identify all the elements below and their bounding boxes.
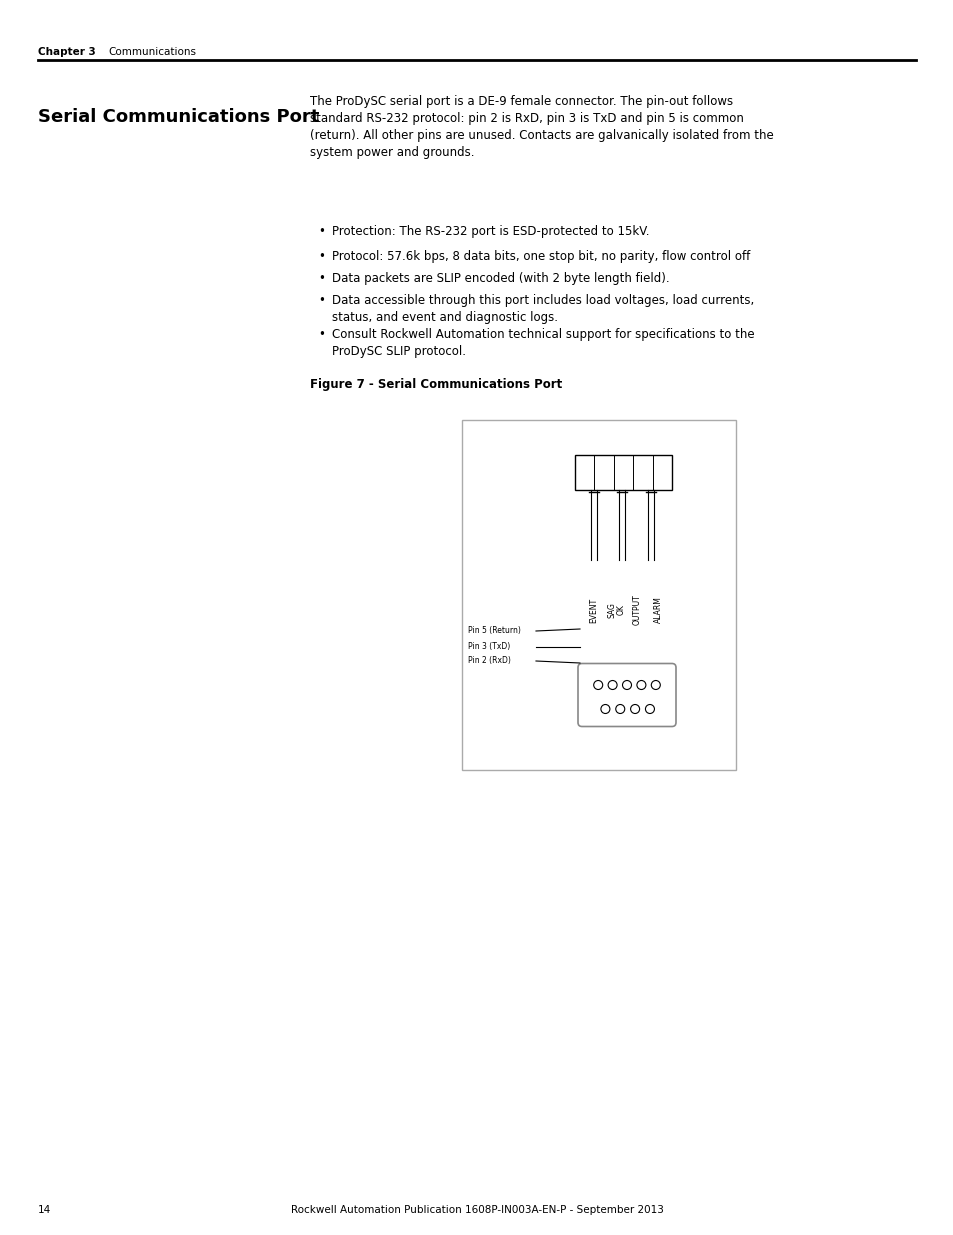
Text: SAG
OK: SAG OK: [607, 603, 625, 618]
Text: Consult Rockwell Automation technical support for specifications to the
ProDySC : Consult Rockwell Automation technical su…: [332, 329, 754, 358]
Text: Protocol: 57.6k bps, 8 data bits, one stop bit, no parity, flow control off: Protocol: 57.6k bps, 8 data bits, one st…: [332, 249, 749, 263]
Text: Data accessible through this port includes load voltages, load currents,
status,: Data accessible through this port includ…: [332, 294, 754, 324]
Text: OUTPUT: OUTPUT: [632, 594, 640, 625]
Bar: [461, 420, 735, 769]
Circle shape: [593, 680, 602, 689]
Text: Communications: Communications: [108, 47, 195, 57]
Text: Serial Communications Port: Serial Communications Port: [38, 107, 319, 126]
Text: 14: 14: [38, 1205, 51, 1215]
Bar: [575, 454, 671, 490]
Circle shape: [630, 704, 639, 714]
Text: Protection: The RS-232 port is ESD-protected to 15kV.: Protection: The RS-232 port is ESD-prote…: [332, 225, 649, 238]
Text: The ProDySC serial port is a DE-9 female connector. The pin-out follows
standard: The ProDySC serial port is a DE-9 female…: [310, 95, 773, 159]
Circle shape: [615, 704, 624, 714]
Text: •: •: [317, 249, 325, 263]
Circle shape: [651, 680, 659, 689]
Text: •: •: [317, 225, 325, 238]
Text: •: •: [317, 329, 325, 341]
Text: Figure 7 - Serial Communications Port: Figure 7 - Serial Communications Port: [310, 378, 561, 391]
Circle shape: [645, 704, 654, 714]
Text: Pin 3 (TxD): Pin 3 (TxD): [468, 642, 510, 652]
Text: •: •: [317, 272, 325, 285]
Text: •: •: [317, 294, 325, 308]
Text: EVENT: EVENT: [589, 598, 598, 622]
Text: Chapter 3: Chapter 3: [38, 47, 95, 57]
Text: Pin 2 (RxD): Pin 2 (RxD): [468, 657, 511, 666]
Text: ALARM: ALARM: [653, 597, 661, 624]
Text: Pin 5 (Return): Pin 5 (Return): [468, 626, 520, 636]
Circle shape: [622, 680, 631, 689]
Circle shape: [607, 680, 617, 689]
Text: Data packets are SLIP encoded (with 2 byte length field).: Data packets are SLIP encoded (with 2 by…: [332, 272, 669, 285]
Circle shape: [637, 680, 645, 689]
FancyBboxPatch shape: [578, 663, 676, 726]
Text: Rockwell Automation Publication 1608P-IN003A-EN-P - September 2013: Rockwell Automation Publication 1608P-IN…: [291, 1205, 662, 1215]
Circle shape: [600, 704, 609, 714]
